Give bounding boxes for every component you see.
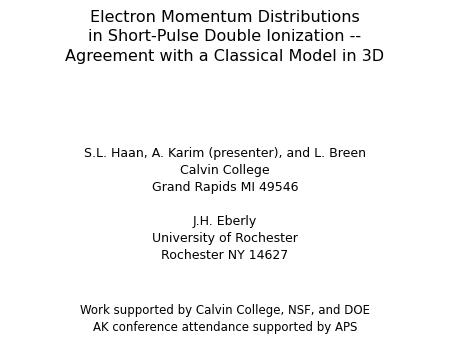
Text: Electron Momentum Distributions
in Short-Pulse Double Ionization --
Agreement wi: Electron Momentum Distributions in Short…: [65, 10, 385, 64]
Text: J.H. Eberly
University of Rochester
Rochester NY 14627: J.H. Eberly University of Rochester Roch…: [152, 215, 298, 262]
Text: Work supported by Calvin College, NSF, and DOE
AK conference attendance supporte: Work supported by Calvin College, NSF, a…: [80, 304, 370, 334]
Text: S.L. Haan, A. Karim (presenter), and L. Breen
Calvin College
Grand Rapids MI 495: S.L. Haan, A. Karim (presenter), and L. …: [84, 147, 366, 194]
